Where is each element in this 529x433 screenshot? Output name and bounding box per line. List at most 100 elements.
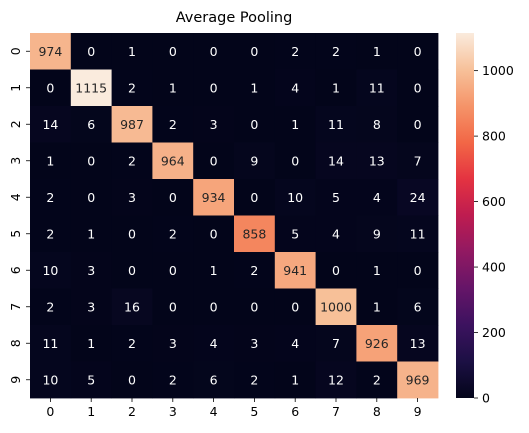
heatmap-cell: [397, 252, 439, 289]
heatmap-cell: [274, 325, 316, 362]
heatmap-cells: 974 0 1 0 0 0 2 2 1 00 1115 2 1 0 1 4 1 11 014 6 987 2 3 0 1 11 8 0…: [30, 33, 439, 399]
heatmap-cell: [274, 106, 316, 143]
heatmap-cell: [193, 69, 235, 107]
cell-value-label: 11: [369, 80, 385, 95]
cell-value-label: 2: [169, 372, 177, 387]
heatmap-cell: [356, 215, 398, 253]
cell-value-label: 4: [332, 226, 340, 241]
heatmap-cell: [152, 288, 194, 326]
cell-value-label: 12: [328, 372, 344, 387]
cell-value-label: 11: [328, 117, 344, 132]
cell-value-label: 16: [124, 299, 140, 314]
heatmap-cell: [274, 215, 316, 253]
heatmap-cell: [193, 325, 235, 362]
cell-value-label: 0: [210, 226, 218, 241]
heatmap-cell: [111, 142, 153, 180]
heatmap-cell: [152, 361, 194, 399]
cell-value-label: 2: [291, 44, 299, 59]
heatmap-cell: [356, 361, 398, 399]
cell-value-label: 0: [210, 44, 218, 59]
heatmap-cell: [356, 33, 398, 70]
x-tick-label: 7: [332, 404, 340, 419]
cell-value-label: 0: [169, 44, 177, 59]
cell-value-label: 0: [250, 190, 258, 205]
cell-value-label: 4: [291, 80, 299, 95]
heatmap-cell: [356, 325, 398, 362]
heatmap-cell: [152, 252, 194, 289]
colorbar-tick-label: 400: [482, 260, 506, 275]
heatmap-cell: [234, 142, 276, 180]
heatmap-cell: [397, 179, 439, 216]
heatmap-cell: [152, 106, 194, 143]
cell-value-label: 1115: [75, 80, 107, 95]
heatmap-cell: [30, 179, 72, 216]
cell-value-label: 2: [46, 190, 54, 205]
heatmap-cell: [111, 179, 153, 216]
heatmap-cell: [315, 106, 357, 143]
cell-value-label: 2: [46, 226, 54, 241]
cell-value-label: 0: [128, 372, 136, 387]
heatmap-cell: [30, 142, 72, 180]
heatmap-cell: [397, 361, 439, 399]
heatmap-cell: [234, 288, 276, 326]
cell-value-label: 2: [332, 44, 340, 59]
cell-value-label: 14: [42, 117, 58, 132]
heatmap-cell: [152, 179, 194, 216]
x-tick-label: 1: [87, 404, 95, 419]
heatmap-cell: [30, 215, 72, 253]
heatmap-cell: [111, 69, 153, 107]
cell-value-label: 926: [365, 336, 389, 351]
cell-value-label: 10: [287, 190, 303, 205]
heatmap-cell: [397, 33, 439, 70]
y-tick-label: 9: [8, 376, 23, 384]
cell-value-label: 5: [332, 190, 340, 205]
heatmap-cell: [397, 325, 439, 362]
cell-value-label: 13: [369, 153, 385, 168]
heatmap-cell: [70, 106, 112, 143]
y-tick-label: 7: [8, 303, 23, 311]
cell-value-label: 0: [291, 153, 299, 168]
cell-value-label: 9: [373, 226, 381, 241]
heatmap-cell: [397, 106, 439, 143]
cell-value-label: 14: [328, 153, 344, 168]
heatmap-cell: [274, 361, 316, 399]
heatmap-cell: [274, 142, 316, 180]
heatmap-cell: [70, 361, 112, 399]
cell-value-label: 1: [373, 299, 381, 314]
heatmap-cell: [274, 33, 316, 70]
heatmap-cell: [234, 252, 276, 289]
y-tick-label: 3: [8, 157, 23, 165]
cell-value-label: 0: [87, 190, 95, 205]
cell-value-label: 858: [242, 226, 266, 241]
cell-value-label: 934: [202, 190, 226, 205]
cell-value-label: 0: [414, 263, 422, 278]
cell-value-label: 0: [414, 80, 422, 95]
heatmap-cell: [70, 252, 112, 289]
y-tick-label: 1: [8, 84, 23, 92]
heatmap-cell: [111, 215, 153, 253]
heatmap-cell: [193, 252, 235, 289]
cell-value-label: 3: [250, 336, 258, 351]
cell-value-label: 0: [169, 190, 177, 205]
heatmap-cell: [274, 252, 316, 289]
y-tick-label: 0: [8, 47, 23, 55]
cell-value-label: 4: [210, 336, 218, 351]
cell-value-label: 1: [210, 263, 218, 278]
cell-value-label: 0: [414, 44, 422, 59]
cell-value-label: 1: [250, 80, 258, 95]
cell-value-label: 24: [410, 190, 426, 205]
heatmap-cell: [397, 69, 439, 107]
heatmap-cell: [315, 361, 357, 399]
cell-value-label: 9: [250, 153, 258, 168]
heatmap-cell: [193, 179, 235, 216]
heatmap-cell: [356, 69, 398, 107]
cell-value-label: 10: [42, 372, 58, 387]
colorbar-tick-label: 800: [482, 129, 506, 144]
colorbar-tick-label: 0: [482, 391, 490, 406]
heatmap-cell: [315, 288, 357, 326]
heatmap-cell: [234, 325, 276, 362]
heatmap-cell: [274, 179, 316, 216]
cell-value-label: 10: [42, 263, 58, 278]
x-tick-label: 9: [414, 404, 422, 419]
